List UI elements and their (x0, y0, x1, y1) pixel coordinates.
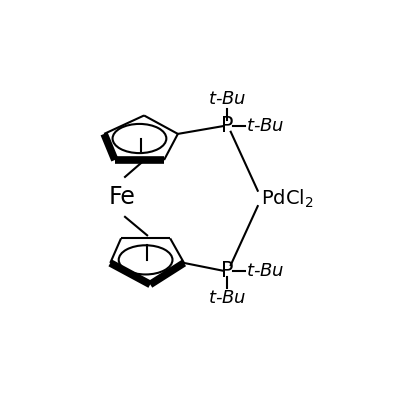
Text: $t$-Bu: $t$-Bu (208, 90, 246, 108)
Text: PdCl$_2$: PdCl$_2$ (261, 187, 314, 209)
Text: $t$-Bu: $t$-Bu (208, 289, 246, 307)
Text: P: P (221, 261, 233, 280)
Text: $t$-Bu: $t$-Bu (246, 117, 285, 135)
Text: $t$-Bu: $t$-Bu (246, 262, 285, 280)
Text: P: P (221, 116, 233, 136)
Text: Fe: Fe (109, 185, 136, 209)
